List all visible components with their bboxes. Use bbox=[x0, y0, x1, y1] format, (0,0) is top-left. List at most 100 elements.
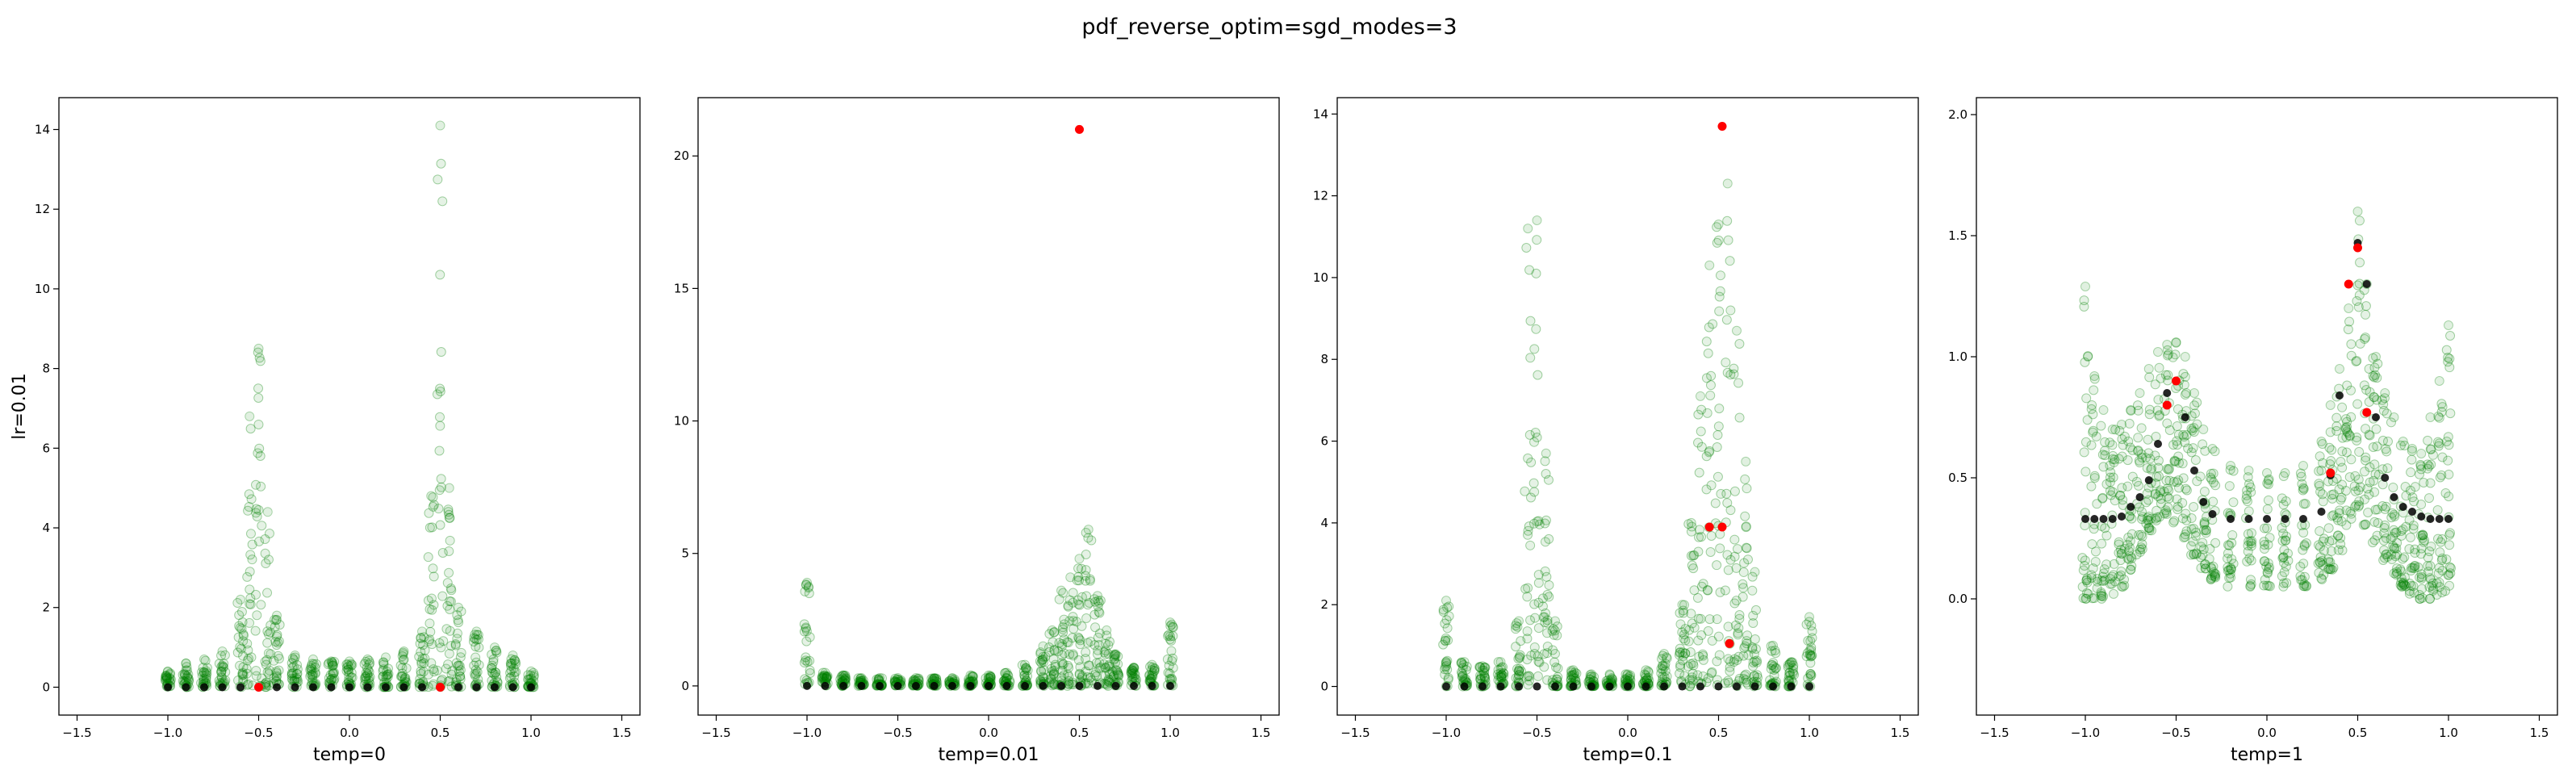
sample-point bbox=[2395, 564, 2406, 575]
sample-point bbox=[245, 617, 255, 628]
sample-point bbox=[1067, 633, 1077, 643]
sample-point bbox=[1753, 672, 1763, 683]
sample-point bbox=[2407, 454, 2417, 465]
sample-point bbox=[1165, 631, 1176, 642]
sample-point bbox=[1641, 672, 1651, 683]
sample-point bbox=[1002, 670, 1013, 680]
sample-point bbox=[838, 670, 849, 680]
sample-point bbox=[1524, 671, 1535, 682]
sample-point bbox=[1057, 665, 1068, 676]
sample-point bbox=[1714, 291, 1725, 302]
sample-point bbox=[1064, 663, 1074, 673]
plot-area bbox=[1438, 121, 1817, 692]
sample-point bbox=[235, 622, 245, 633]
sample-point bbox=[445, 596, 456, 607]
sample-point bbox=[306, 663, 316, 673]
sample-point bbox=[236, 607, 247, 617]
sample-point bbox=[1059, 619, 1069, 630]
sample-point bbox=[1110, 664, 1121, 675]
sample-point-max bbox=[1541, 448, 1551, 458]
sample-point bbox=[179, 670, 190, 680]
sample-point bbox=[1729, 486, 1740, 496]
sample-point bbox=[254, 536, 265, 546]
sample-point-max bbox=[2198, 425, 2209, 434]
sample-point bbox=[1530, 427, 1541, 437]
sample-point-max bbox=[1056, 585, 1066, 596]
sample-point bbox=[801, 579, 811, 590]
sample-point bbox=[1703, 673, 1713, 684]
sample-point bbox=[1127, 665, 1137, 676]
sample-point bbox=[359, 659, 370, 669]
sample-point bbox=[2083, 351, 2093, 362]
sample-point bbox=[245, 599, 255, 609]
sample-point bbox=[1073, 599, 1084, 609]
sample-point bbox=[2444, 469, 2454, 479]
target-point bbox=[2227, 515, 2235, 523]
sample-point bbox=[1566, 671, 1577, 682]
sample-point bbox=[437, 591, 448, 601]
sample-point bbox=[1036, 667, 1047, 677]
sample-point bbox=[286, 668, 297, 679]
sample-point bbox=[1675, 662, 1686, 672]
sample-point bbox=[2428, 450, 2438, 460]
sample-point bbox=[1725, 662, 1735, 672]
sample-point bbox=[821, 672, 831, 683]
sample-point bbox=[1680, 648, 1691, 659]
sample-point bbox=[2386, 554, 2397, 565]
sample-point bbox=[2143, 434, 2153, 445]
sample-point bbox=[2086, 570, 2097, 580]
sample-point bbox=[245, 550, 256, 560]
sample-point bbox=[162, 667, 173, 677]
sample-point bbox=[1457, 670, 1468, 680]
sample-point bbox=[2105, 460, 2115, 471]
sample-column bbox=[799, 577, 815, 689]
sample-point bbox=[509, 655, 520, 666]
sample-point bbox=[488, 657, 499, 667]
sample-point bbox=[818, 667, 828, 678]
sample-point bbox=[1479, 663, 1490, 673]
sample-point bbox=[1083, 660, 1094, 671]
sample-point bbox=[985, 671, 996, 682]
sample-point bbox=[1704, 446, 1715, 456]
sample-point-max bbox=[893, 673, 903, 684]
sample-point bbox=[1048, 654, 1059, 664]
sample-point bbox=[1056, 672, 1067, 683]
target-point bbox=[1551, 682, 1559, 691]
sample-point bbox=[1533, 656, 1544, 667]
sample-point bbox=[2119, 575, 2130, 585]
sample-point bbox=[216, 667, 227, 678]
sample-point bbox=[454, 660, 464, 671]
sample-point bbox=[165, 673, 175, 684]
sample-point bbox=[1604, 670, 1615, 680]
sample-point bbox=[2342, 380, 2352, 391]
sample-point bbox=[1101, 646, 1111, 656]
sample-point bbox=[310, 667, 320, 678]
sample-point bbox=[1678, 647, 1688, 658]
sample-point bbox=[397, 668, 408, 679]
sample-point-max bbox=[2325, 400, 2336, 410]
sample-point bbox=[822, 671, 832, 682]
sample-point bbox=[1499, 671, 1509, 682]
sample-point bbox=[429, 664, 439, 675]
y-tick-label: 8 bbox=[1320, 352, 1328, 366]
target-point bbox=[2181, 413, 2189, 421]
target-point bbox=[2390, 493, 2398, 501]
sample-point bbox=[2242, 496, 2252, 507]
sample-point bbox=[2405, 485, 2415, 496]
sample-point-max bbox=[911, 673, 921, 684]
sample-point bbox=[266, 627, 276, 638]
sample-point bbox=[1127, 664, 1138, 675]
sample-point bbox=[1752, 670, 1763, 680]
sample-point bbox=[1044, 677, 1055, 688]
target-point bbox=[1039, 681, 1048, 690]
sample-point bbox=[2181, 485, 2192, 496]
prediction-point bbox=[436, 682, 445, 692]
sample-point bbox=[1000, 668, 1010, 679]
sample-point bbox=[264, 528, 274, 538]
sample-point bbox=[424, 522, 435, 533]
sample-point bbox=[1073, 571, 1084, 582]
sample-point-max bbox=[308, 654, 318, 664]
sample-point bbox=[1722, 215, 1733, 226]
sample-point bbox=[1093, 632, 1103, 642]
sample-point bbox=[429, 600, 439, 610]
